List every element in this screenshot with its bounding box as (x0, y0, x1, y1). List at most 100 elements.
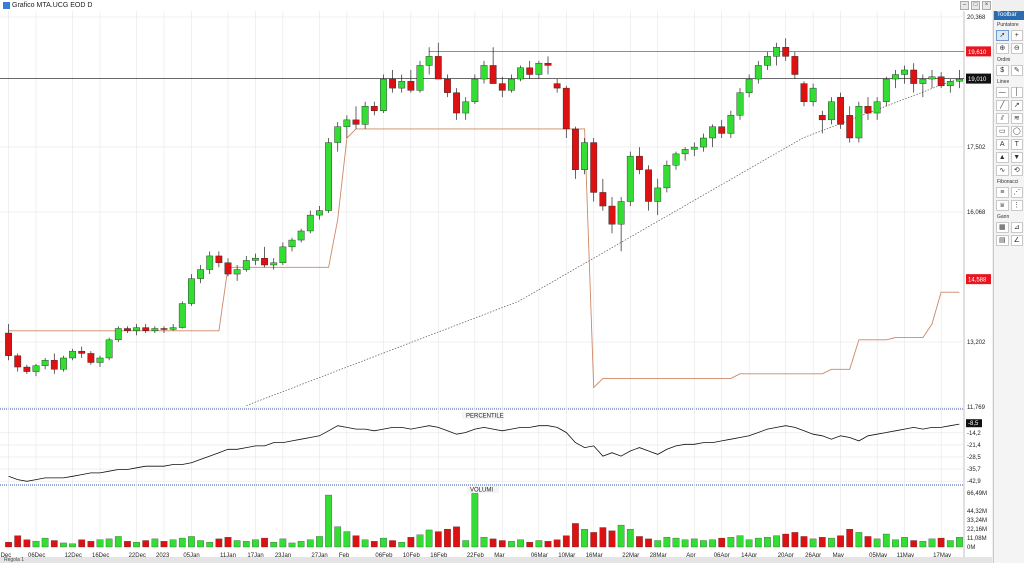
arrow-up-icon[interactable]: ▲ (996, 152, 1009, 163)
cycle-icon[interactable]: ⟲ (1010, 165, 1023, 176)
fib-retracement-icon[interactable]: ≡ (996, 187, 1009, 198)
candle-body[interactable] (645, 169, 652, 202)
zoom-out-icon[interactable]: ⊖ (1010, 43, 1023, 54)
candle-body[interactable] (14, 355, 22, 368)
candle-body[interactable] (316, 210, 323, 216)
candle-body[interactable] (233, 269, 241, 275)
candle-body[interactable] (114, 328, 122, 341)
candle-body[interactable] (626, 155, 634, 202)
close-icon[interactable]: × (982, 1, 991, 10)
candle-body[interactable] (297, 230, 305, 241)
candle-body[interactable] (151, 328, 159, 331)
channel-icon[interactable]: ⫽ (996, 113, 1009, 124)
candle-body[interactable] (78, 350, 86, 354)
candle-body[interactable] (928, 76, 936, 80)
candle-body[interactable] (23, 366, 31, 372)
candle-body[interactable] (471, 78, 479, 102)
candle-body[interactable] (32, 365, 40, 372)
candle-body[interactable] (306, 214, 314, 232)
candle-body[interactable] (590, 142, 598, 193)
candle-body[interactable] (343, 119, 351, 127)
trendline-icon[interactable]: ╱ (996, 100, 1009, 111)
candle-body[interactable] (654, 187, 662, 202)
candle-body[interactable] (124, 328, 131, 331)
candle-body[interactable] (946, 81, 954, 87)
candle-body[interactable] (325, 142, 332, 211)
candle-body[interactable] (206, 255, 214, 270)
candle-body[interactable] (261, 257, 268, 266)
gann-fan-icon[interactable]: ⊿ (1010, 222, 1023, 233)
candle-body[interactable] (937, 76, 945, 87)
candle-body[interactable] (736, 92, 744, 116)
fib-fan-icon[interactable]: ⋰ (1010, 187, 1023, 198)
candle-body[interactable] (846, 115, 854, 139)
order-icon[interactable]: $ (996, 65, 1009, 76)
candle-body[interactable] (864, 106, 872, 114)
candle-body[interactable] (526, 67, 534, 75)
candle-body[interactable] (498, 83, 506, 91)
candle-body[interactable] (636, 155, 643, 170)
candle-body[interactable] (901, 69, 908, 75)
candle-body[interactable] (288, 239, 296, 248)
arrow-down-icon[interactable]: ▼ (1010, 152, 1023, 163)
fib-extension-icon[interactable]: ⩸ (996, 200, 1009, 211)
candle-body[interactable] (87, 353, 95, 363)
candle-body[interactable] (389, 78, 396, 89)
gann-grid-icon[interactable]: ▤ (996, 235, 1009, 246)
candle-body[interactable] (544, 62, 552, 66)
candle-body[interactable] (910, 69, 918, 84)
candle-body[interactable] (160, 328, 168, 330)
candle-body[interactable] (800, 83, 808, 102)
minimize-icon[interactable]: – (960, 1, 969, 10)
candle-body[interactable] (782, 47, 790, 57)
candle-body[interactable] (700, 137, 707, 148)
candle-body[interactable] (105, 339, 113, 359)
candle-body[interactable] (791, 56, 799, 75)
maximize-icon[interactable]: □ (971, 1, 980, 10)
candle-body[interactable] (50, 360, 58, 370)
rect-icon[interactable]: ▭ (996, 126, 1009, 137)
candle-body[interactable] (453, 92, 460, 114)
candle-body[interactable] (773, 47, 780, 57)
candle-body[interactable] (681, 149, 689, 155)
candle-body[interactable] (617, 201, 625, 225)
candle-body[interactable] (745, 78, 753, 93)
candle-body[interactable] (572, 128, 579, 170)
candle-body[interactable] (599, 192, 607, 207)
candle-body[interactable] (224, 262, 232, 275)
ray-icon[interactable]: ↗ (1010, 100, 1023, 111)
candle-body[interactable] (882, 78, 890, 102)
candle-body[interactable] (764, 56, 771, 66)
candle-body[interactable] (380, 78, 387, 111)
candle-body[interactable] (663, 165, 671, 189)
candle-body[interactable] (690, 146, 698, 150)
candle-body[interactable] (892, 74, 899, 80)
gann-angle-icon[interactable]: ∠ (1010, 235, 1023, 246)
candle-body[interactable] (581, 142, 588, 170)
candle-body[interactable] (837, 96, 844, 125)
candle-body[interactable] (279, 246, 287, 263)
candle-body[interactable] (188, 278, 195, 304)
candle-body[interactable] (809, 87, 817, 102)
candle-body[interactable] (398, 81, 406, 89)
regression-icon[interactable]: ≋ (1010, 113, 1023, 124)
delete-icon[interactable]: ✎ (1010, 65, 1023, 76)
candle-body[interactable] (270, 262, 278, 266)
candle-body[interactable] (215, 255, 223, 263)
wave-icon[interactable]: ∿ (996, 165, 1009, 176)
candle-body[interactable] (480, 65, 488, 80)
candle-body[interactable] (672, 153, 680, 166)
crosshair-icon[interactable]: + (1010, 30, 1023, 41)
candle-body[interactable] (462, 101, 470, 114)
ellipse-icon[interactable]: ◯ (1010, 126, 1023, 137)
candle-body[interactable] (169, 327, 177, 330)
hline-icon[interactable]: — (996, 87, 1009, 98)
candle-body[interactable] (178, 303, 186, 328)
candle-body[interactable] (352, 119, 360, 125)
candle-body[interactable] (444, 78, 451, 93)
candle-body[interactable] (69, 350, 76, 359)
vline-icon[interactable]: │ (1010, 87, 1023, 98)
candle-body[interactable] (517, 67, 524, 80)
candle-body[interactable] (727, 115, 735, 134)
candle-body[interactable] (142, 327, 150, 331)
